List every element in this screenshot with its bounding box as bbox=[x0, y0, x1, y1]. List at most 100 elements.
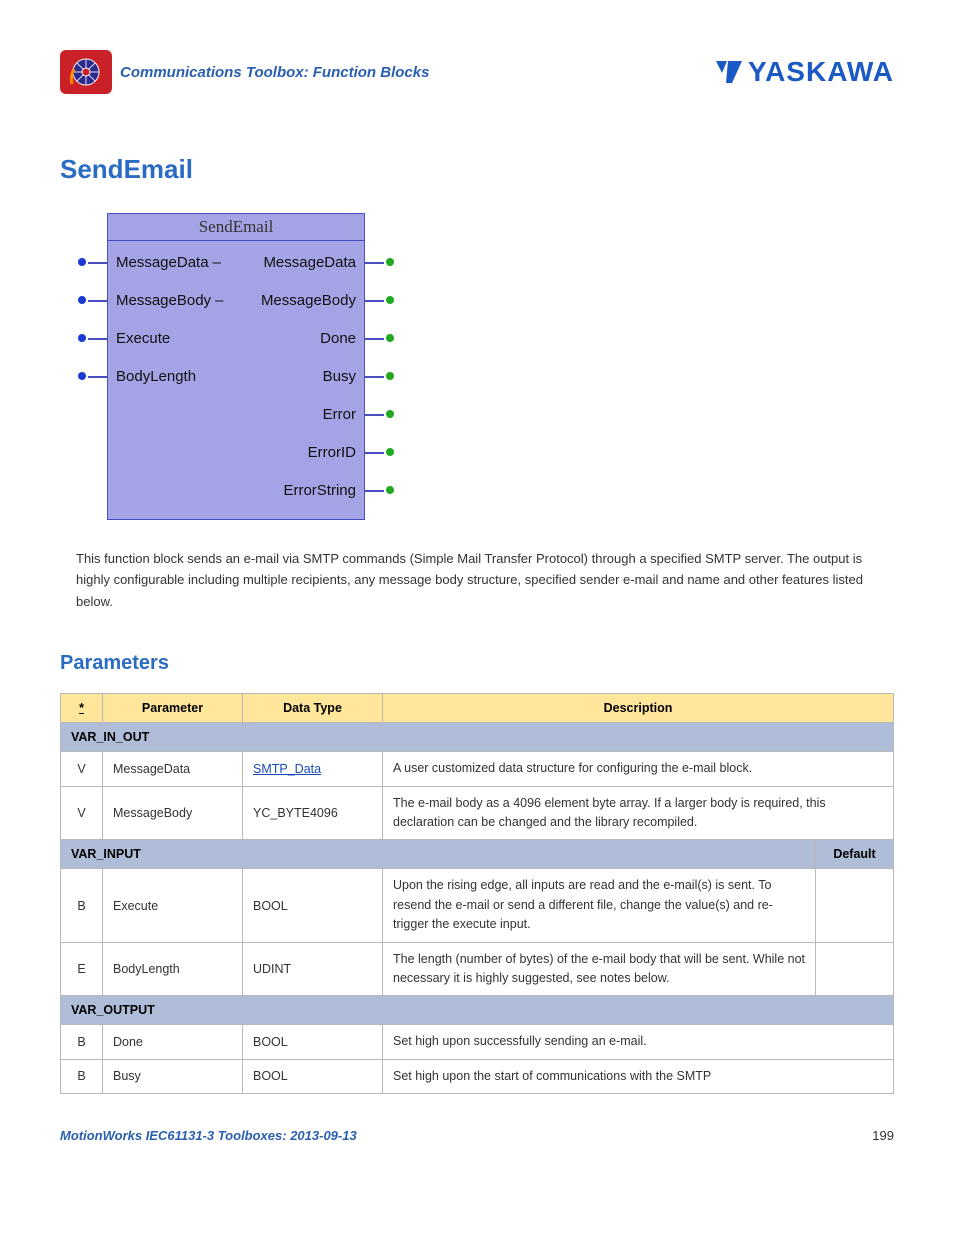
fb-port-row: Execute Done bbox=[108, 319, 364, 357]
fb-title: SendEmail bbox=[108, 214, 364, 241]
pin-dot-icon bbox=[386, 296, 394, 304]
cell-code: B bbox=[61, 1059, 103, 1093]
col-star: * bbox=[61, 694, 103, 723]
col-parameter: Parameter bbox=[103, 694, 243, 723]
yaskawa-mark-icon bbox=[714, 59, 744, 85]
yaskawa-text: YASKAWA bbox=[748, 56, 894, 88]
page-number: 199 bbox=[872, 1128, 894, 1143]
datatype-link[interactable]: SMTP_Data bbox=[253, 762, 321, 776]
fb-port-right: Done bbox=[320, 330, 356, 347]
cell-code: V bbox=[61, 752, 103, 786]
fb-port-row: MessageBody–MessageBody bbox=[108, 281, 364, 319]
pin-dot-icon bbox=[78, 372, 86, 380]
pin-line bbox=[364, 376, 384, 378]
cell-datatype: UDINT bbox=[243, 942, 383, 996]
pin-dot-icon bbox=[386, 334, 394, 342]
fb-port-sep: – bbox=[213, 254, 221, 271]
cell-datatype: BOOL bbox=[243, 1025, 383, 1059]
table-row: BExecuteBOOLUpon the rising edge, all in… bbox=[61, 869, 894, 942]
pin-line bbox=[88, 338, 108, 340]
fb-port-sep: – bbox=[215, 292, 223, 309]
cell-code: B bbox=[61, 1025, 103, 1059]
cell-code: B bbox=[61, 869, 103, 942]
page-title: SendEmail bbox=[60, 154, 894, 185]
cell-default bbox=[816, 869, 894, 942]
fb-port-left: Execute bbox=[116, 330, 170, 347]
cell-description: The length (number of bytes) of the e-ma… bbox=[383, 942, 816, 996]
section-label: VAR_IN_OUT bbox=[61, 723, 894, 752]
fb-port-row: ErrorID bbox=[108, 433, 364, 471]
page-header: Communications Toolbox: Function Blocks … bbox=[60, 50, 894, 94]
pin-line bbox=[88, 376, 108, 378]
cell-datatype: SMTP_Data bbox=[243, 752, 383, 786]
function-block-diagram: SendEmail MessageData–MessageDataMessage… bbox=[76, 213, 894, 520]
pin-line bbox=[364, 490, 384, 492]
fb-port-left: BodyLength bbox=[116, 368, 196, 385]
table-section-row: VAR_IN_OUT bbox=[61, 723, 894, 752]
toolbox-logo-icon bbox=[60, 50, 112, 94]
cell-datatype: BOOL bbox=[243, 869, 383, 942]
fb-port-right: ErrorString bbox=[283, 482, 356, 499]
table-section-row: VAR_OUTPUT bbox=[61, 996, 894, 1025]
pin-line bbox=[88, 300, 108, 302]
cell-description: Set high upon successfully sending an e-… bbox=[383, 1025, 894, 1059]
pin-line bbox=[364, 452, 384, 454]
fb-port-right: MessageBody bbox=[261, 292, 356, 309]
section-default-label: Default bbox=[816, 840, 894, 869]
table-row: VMessageBodyYC_BYTE4096The e-mail body a… bbox=[61, 786, 894, 840]
fb-port-row: MessageData–MessageData bbox=[108, 243, 364, 281]
col-description: Description bbox=[383, 694, 894, 723]
cell-parameter: MessageData bbox=[103, 752, 243, 786]
fb-port-left: MessageBody bbox=[116, 292, 211, 309]
cell-description: The e-mail body as a 4096 element byte a… bbox=[383, 786, 894, 840]
parameters-table: * Parameter Data Type Description VAR_IN… bbox=[60, 693, 894, 1094]
cell-parameter: Busy bbox=[103, 1059, 243, 1093]
pin-dot-icon bbox=[386, 410, 394, 418]
fb-port-right: Busy bbox=[323, 368, 356, 385]
pin-dot-icon bbox=[78, 258, 86, 266]
pin-dot-icon bbox=[78, 334, 86, 342]
parameters-heading: Parameters bbox=[60, 652, 894, 675]
table-header-row: * Parameter Data Type Description bbox=[61, 694, 894, 723]
pin-dot-icon bbox=[78, 296, 86, 304]
header-title: Communications Toolbox: Function Blocks bbox=[120, 64, 429, 81]
description-text: This function block sends an e-mail via … bbox=[76, 548, 878, 612]
fb-port-right: ErrorID bbox=[308, 444, 356, 461]
cell-datatype: BOOL bbox=[243, 1059, 383, 1093]
cell-description: A user customized data structure for con… bbox=[383, 752, 894, 786]
cell-description: Upon the rising edge, all inputs are rea… bbox=[383, 869, 816, 942]
footer-title: MotionWorks IEC61131-3 Toolboxes: 2013-0… bbox=[60, 1128, 357, 1143]
pin-line bbox=[364, 262, 384, 264]
table-row: EBodyLengthUDINTThe length (number of by… bbox=[61, 942, 894, 996]
fb-port-row: ErrorString bbox=[108, 471, 364, 509]
pin-line bbox=[364, 414, 384, 416]
cell-code: E bbox=[61, 942, 103, 996]
pin-dot-icon bbox=[386, 258, 394, 266]
cell-parameter: MessageBody bbox=[103, 786, 243, 840]
pin-dot-icon bbox=[386, 372, 394, 380]
table-row: BBusyBOOLSet high upon the start of comm… bbox=[61, 1059, 894, 1093]
fb-port-row: BodyLength Busy bbox=[108, 357, 364, 395]
table-section-row: VAR_INPUTDefault bbox=[61, 840, 894, 869]
cell-parameter: Execute bbox=[103, 869, 243, 942]
section-label: VAR_INPUT bbox=[61, 840, 816, 869]
cell-description: Set high upon the start of communication… bbox=[383, 1059, 894, 1093]
cell-parameter: Done bbox=[103, 1025, 243, 1059]
cell-code: V bbox=[61, 786, 103, 840]
cell-default bbox=[816, 942, 894, 996]
fb-port-left: MessageData bbox=[116, 254, 209, 271]
fb-port-row: Error bbox=[108, 395, 364, 433]
pin-dot-icon bbox=[386, 486, 394, 494]
pin-line bbox=[364, 300, 384, 302]
pin-line bbox=[364, 338, 384, 340]
table-row: BDoneBOOLSet high upon successfully send… bbox=[61, 1025, 894, 1059]
table-row: VMessageData SMTP_Data A user customized d… bbox=[61, 752, 894, 786]
col-datatype: Data Type bbox=[243, 694, 383, 723]
fb-port-right: MessageData bbox=[263, 254, 356, 271]
page-footer: MotionWorks IEC61131-3 Toolboxes: 2013-0… bbox=[60, 1128, 894, 1143]
section-label: VAR_OUTPUT bbox=[61, 996, 894, 1025]
yaskawa-logo: YASKAWA bbox=[714, 56, 894, 88]
pin-line bbox=[88, 262, 108, 264]
cell-datatype: YC_BYTE4096 bbox=[243, 786, 383, 840]
cell-parameter: BodyLength bbox=[103, 942, 243, 996]
